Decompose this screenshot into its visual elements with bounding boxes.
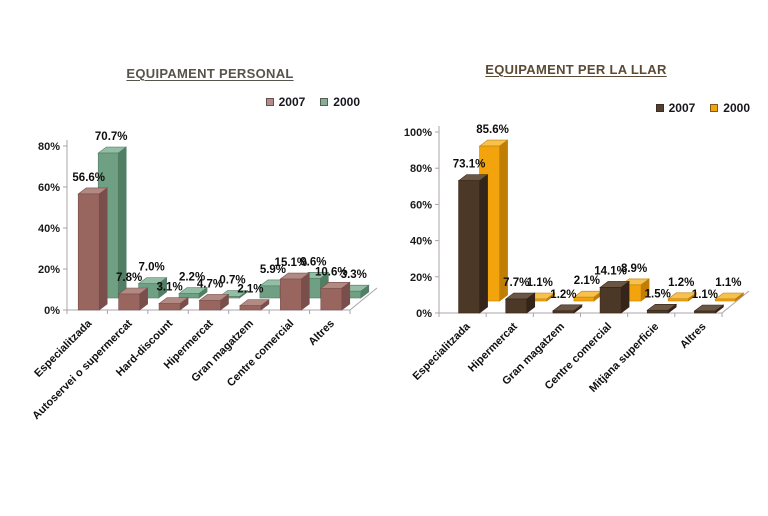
value-label: 1.2% (550, 289, 576, 301)
value-label: 2.1% (237, 284, 263, 296)
y-axis-tick-label: 80% (410, 163, 432, 175)
bar-2007-Gran magatzem (239, 299, 270, 311)
value-label: 7.8% (116, 272, 142, 284)
axis-frame: 0% 20% 40% 60% 80% (38, 140, 378, 317)
legend-item-2007: 2007 (655, 101, 696, 115)
value-label: 70.7% (95, 131, 128, 143)
y-axis-tick-label: 40% (38, 223, 60, 235)
value-label: 0.7% (219, 275, 245, 287)
bar-2007-Autoservei o supermercat (117, 287, 149, 311)
category-label: Altres (678, 321, 709, 352)
legend: 2007 2000 (410, 101, 750, 115)
y-axis-tick-label: 100% (404, 127, 432, 139)
bar-2007-Altres (693, 304, 725, 314)
bar-2007-Centre comercial (279, 272, 311, 311)
value-label: 9.6% (300, 256, 326, 268)
value-label: 8.9% (621, 263, 647, 275)
value-label: 1.5% (645, 288, 671, 300)
bar-2007-Centre comercial (599, 280, 630, 314)
plot-area: 0%20%40%60%80%100% 85.6%73.1%1.1%7.7% 2.1%… (404, 124, 750, 395)
value-label: 5.9% (260, 264, 286, 276)
legend-item-2000: 2000 (320, 95, 360, 109)
value-label: 1.1% (715, 277, 741, 289)
bar-2007-Especialitzada (77, 187, 109, 311)
bar-2007-Hard-discount (158, 297, 189, 311)
value-label: 7.7% (503, 277, 529, 289)
value-label: 3.1% (156, 282, 182, 294)
bar-2000-Mitjana superficie (667, 292, 698, 302)
legend-label-2000: 2000 (333, 95, 360, 109)
bar-2007-Gran magatzem (552, 304, 583, 314)
legend-swatch-2007 (655, 104, 664, 112)
legend-label-2007: 2007 (668, 101, 696, 115)
bar-2000-Gran magatzem (573, 290, 603, 302)
value-label: 3.3% (341, 269, 367, 281)
value-label: 4.7% (197, 278, 223, 290)
value-label: 15.1% (275, 257, 308, 269)
bar-2000-Hard-discount (178, 286, 208, 299)
plot-area: 0% 20% 40% 60% 80% 70.7% 56.6% 7.0%7.8% 2.2%3.1%… (30, 131, 378, 422)
legend: 2007 2000 (30, 95, 360, 109)
value-label: 73.1% (453, 159, 486, 171)
value-label: 10.6% (315, 266, 348, 278)
y-axis-tick-label: 40% (410, 236, 432, 248)
bar-2000-Altres (714, 292, 745, 302)
chart-title: EQUIPAMENT PERSONAL (126, 66, 294, 81)
y-axis-tick-label: 20% (410, 272, 432, 284)
legend-label-2000: 2000 (723, 101, 750, 115)
y-axis-tick-label: 60% (38, 182, 60, 194)
y-axis-tick-label: 20% (38, 264, 60, 276)
legend-label-2007: 2007 (278, 95, 306, 109)
category-label: Especialitzada (411, 320, 474, 383)
bar-2007-Especialitzada (457, 174, 489, 314)
legend-swatch-2000 (320, 98, 329, 106)
chart-title: EQUIPAMENT PER LA LLAR (485, 62, 667, 77)
bar-2007-Hipermercat (198, 293, 230, 311)
value-label: 1.2% (668, 277, 694, 289)
category-label: Altres (306, 318, 337, 349)
legend-item-2007: 2007 (265, 95, 306, 109)
value-label: 1.1% (527, 277, 553, 289)
legend-swatch-2007 (265, 98, 274, 106)
value-label: 56.6% (72, 172, 105, 184)
value-label: 1.1% (692, 289, 718, 301)
value-label: 7.0% (139, 262, 165, 274)
y-axis-tick-label: 0% (44, 305, 60, 317)
value-label: 2.2% (179, 271, 205, 283)
legend-swatch-2000 (710, 104, 719, 112)
axis-frame: 0% 20% 40% 60% 80% 100% (404, 126, 750, 320)
bar-2007-Hipermercat (504, 292, 536, 314)
legend-item-2000: 2000 (710, 101, 750, 115)
value-label: 85.6% (476, 124, 509, 136)
bar-2007-Altres (319, 281, 351, 311)
bar-2007-Mitjana superficie (646, 303, 678, 314)
y-axis-tick-label: 60% (410, 199, 432, 211)
y-axis-tick-label: 0% (416, 308, 432, 320)
value-label: 14.1% (594, 265, 627, 277)
value-label: 2.1% (574, 275, 600, 287)
y-axis-tick-label: 80% (38, 141, 60, 153)
